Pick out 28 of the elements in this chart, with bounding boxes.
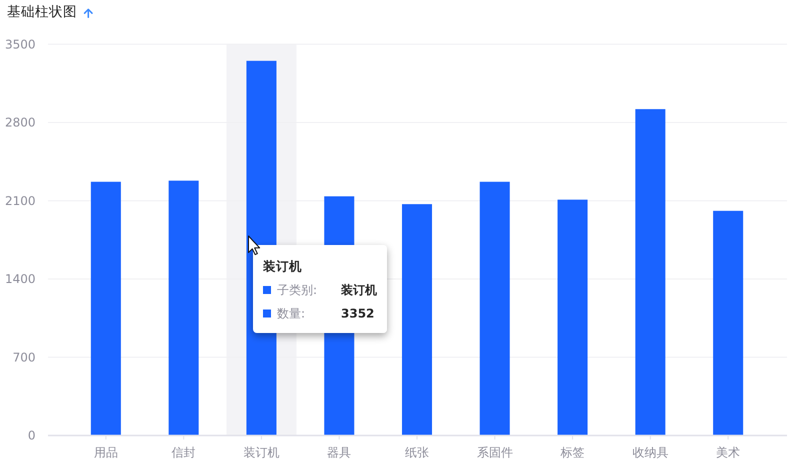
annotation: 装订机 — [262, 258, 302, 274]
x-tick-label: 器具 — [327, 446, 352, 459]
annotation: 数量: — [277, 306, 306, 320]
chart-title: 基础柱状图 — [7, 4, 77, 20]
x-tick-label: 装订机 — [243, 446, 280, 459]
y-tick-label: 700 — [12, 350, 36, 364]
x-tick-label: 信封 — [172, 446, 196, 459]
bar — [558, 200, 588, 436]
annotation: 3352 — [341, 306, 374, 320]
bar — [713, 210, 744, 436]
x-tick-label: 系固件 — [476, 446, 513, 459]
annotation: 装订机 — [340, 283, 377, 297]
y-tick-label: 1400 — [4, 272, 36, 286]
bar — [402, 204, 432, 436]
bar — [168, 180, 199, 436]
y-tick-label: 0 — [28, 428, 36, 442]
x-tick-label: 标签 — [560, 446, 585, 459]
y-tick-label: 3500 — [4, 37, 36, 52]
bar — [480, 182, 510, 436]
x-tick-label: 美术 — [716, 446, 740, 459]
y-tick-label: 2800 — [4, 116, 36, 130]
x-tick-label: 收纳具 — [632, 446, 668, 459]
x-tick-label: 用品 — [94, 446, 118, 459]
bar — [635, 109, 666, 436]
annotation: 子类别: — [277, 283, 318, 297]
bar — [90, 182, 121, 436]
y-tick-label: 2100 — [4, 194, 36, 208]
x-tick-label: 纸张 — [405, 446, 429, 459]
